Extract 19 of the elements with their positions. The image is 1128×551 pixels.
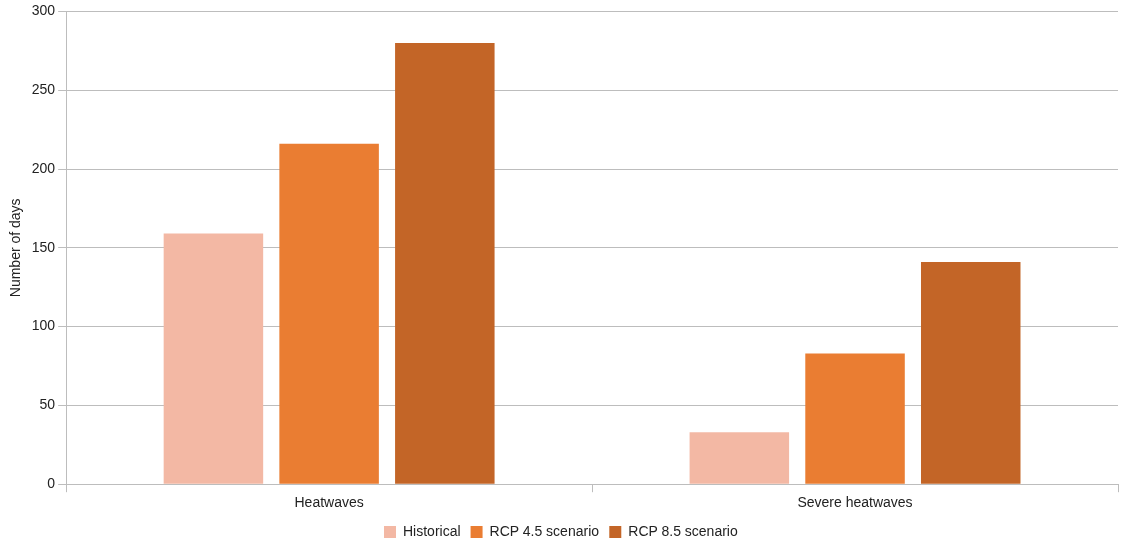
y-axis-title: Number of days <box>7 198 24 298</box>
x-tick-label: Severe heatwaves <box>797 494 913 511</box>
bar <box>279 143 379 484</box>
y-tick-label: 100 <box>31 317 56 334</box>
y-tick-label: 300 <box>31 2 56 19</box>
bar <box>920 261 1021 484</box>
y-tick-label: 250 <box>31 81 56 98</box>
legend-label: RCP 4.5 scenario <box>489 522 600 539</box>
y-tick-label: 200 <box>31 159 56 176</box>
bar <box>689 432 790 484</box>
y-tick-label: 50 <box>39 396 56 413</box>
y-tick-label: 150 <box>31 238 56 255</box>
legend-label: Historical <box>403 522 461 539</box>
y-tick-label: 0 <box>47 475 56 492</box>
x-tick-label: Heatwaves <box>294 494 364 511</box>
legend-label: RCP 8.5 scenario <box>628 522 738 539</box>
bar <box>395 42 495 484</box>
bar <box>805 353 905 484</box>
bar <box>163 233 264 484</box>
